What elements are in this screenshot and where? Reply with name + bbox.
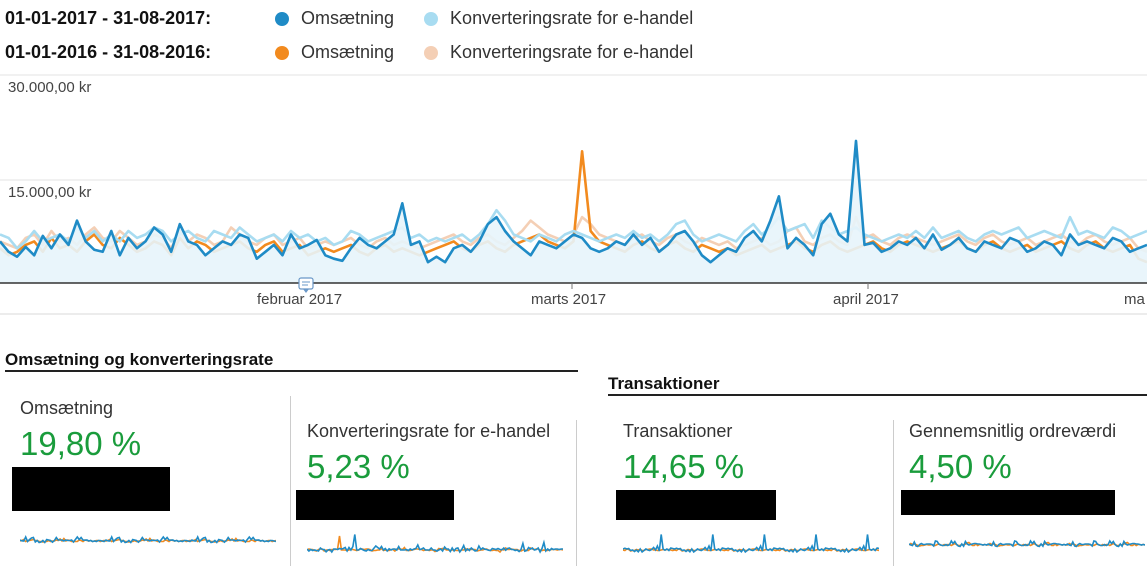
section-divider: [608, 394, 1147, 396]
sparkline: [909, 539, 1145, 548]
metric-card-revenue[interactable]: Omsætning 19,80 %: [12, 398, 276, 549]
legend-item-revenue-2017[interactable]: Omsætning: [275, 8, 394, 29]
redacted-block: [12, 467, 170, 511]
metric-value: 19,80 %: [20, 425, 142, 462]
sparkline: [20, 535, 276, 544]
legend-label: Omsætning: [301, 8, 395, 28]
metric-value: 5,23 %: [307, 448, 410, 485]
x-tick-label: ma: [1124, 291, 1145, 308]
legend-label: Konverteringsrate for e-handel: [450, 8, 694, 28]
metric-card-transactions[interactable]: Transaktioner 14,65 %: [616, 421, 879, 558]
metric-label: Transaktioner: [623, 421, 733, 441]
sparkline: [623, 534, 879, 554]
redacted-block: [296, 490, 454, 520]
legend-dot-icon: [424, 45, 439, 60]
series-layer: [0, 139, 1147, 283]
period-label: 01-01-2017 - 31-08-2017:: [5, 8, 212, 28]
legend-dot-icon: [275, 11, 289, 26]
legend-label: Omsætning: [301, 42, 395, 62]
metric-label: Gennemsnitlig ordreværdi: [909, 421, 1117, 441]
redacted-block: [901, 490, 1115, 515]
y-tick-label: 15.000,00 kr: [8, 184, 91, 201]
x-tick-label: februar 2017: [257, 291, 342, 308]
metric-label: Omsætning: [20, 398, 114, 418]
card-divider: [893, 420, 894, 566]
sparkline-line: [623, 534, 879, 554]
metric-card-avg-order-value[interactable]: Gennemsnitlig ordreværdi 4,50 %: [901, 421, 1145, 553]
metric-value: 4,50 %: [909, 448, 1012, 485]
series-line[interactable]: [0, 208, 1147, 250]
legend-item-revenue-2016[interactable]: Omsætning: [275, 42, 394, 63]
metric-card-conversion[interactable]: Konverteringsrate for e-handel 5,23 %: [296, 421, 563, 558]
card-divider: [576, 420, 577, 566]
legend-row-2016: 01-01-2016 - 31-08-2016: Omsætning Konve…: [5, 42, 723, 63]
sparkline-line: [20, 535, 276, 544]
legend-dot-icon: [275, 45, 289, 60]
section-divider: [5, 370, 578, 372]
sparkline: [307, 534, 563, 554]
redacted-block: [616, 490, 776, 520]
legend-row-2017: 01-01-2017 - 31-08-2017: Omsætning Konve…: [5, 8, 723, 29]
metric-label: Konverteringsrate for e-handel: [307, 421, 551, 441]
section-title-revenue: Omsætning og konverteringsrate: [5, 350, 274, 369]
sparkline-line: [307, 534, 563, 554]
metric-value: 14,65 %: [623, 448, 745, 485]
y-tick-label: 30.000,00 kr: [8, 79, 91, 96]
section-title-transactions: Transaktioner: [608, 374, 720, 393]
period-label: 01-01-2016 - 31-08-2016:: [5, 42, 212, 62]
sparkline-line: [909, 539, 1145, 548]
legend-label: Konverteringsrate for e-handel: [450, 42, 694, 62]
main-line-chart[interactable]: 30.000,00 kr 15.000,00 kr februar 2017 m…: [0, 72, 1147, 317]
series-area: [0, 140, 1147, 283]
x-tick-label: april 2017: [833, 291, 899, 308]
legend-item-conversion-2017[interactable]: Konverteringsrate for e-handel: [424, 8, 693, 29]
x-tick-label: marts 2017: [531, 291, 606, 308]
legend-dot-icon: [424, 11, 439, 26]
series-line[interactable]: [0, 139, 1147, 264]
annotation-marker-icon[interactable]: [298, 277, 314, 293]
legend-item-conversion-2016[interactable]: Konverteringsrate for e-handel: [424, 42, 693, 63]
card-divider: [290, 396, 291, 566]
